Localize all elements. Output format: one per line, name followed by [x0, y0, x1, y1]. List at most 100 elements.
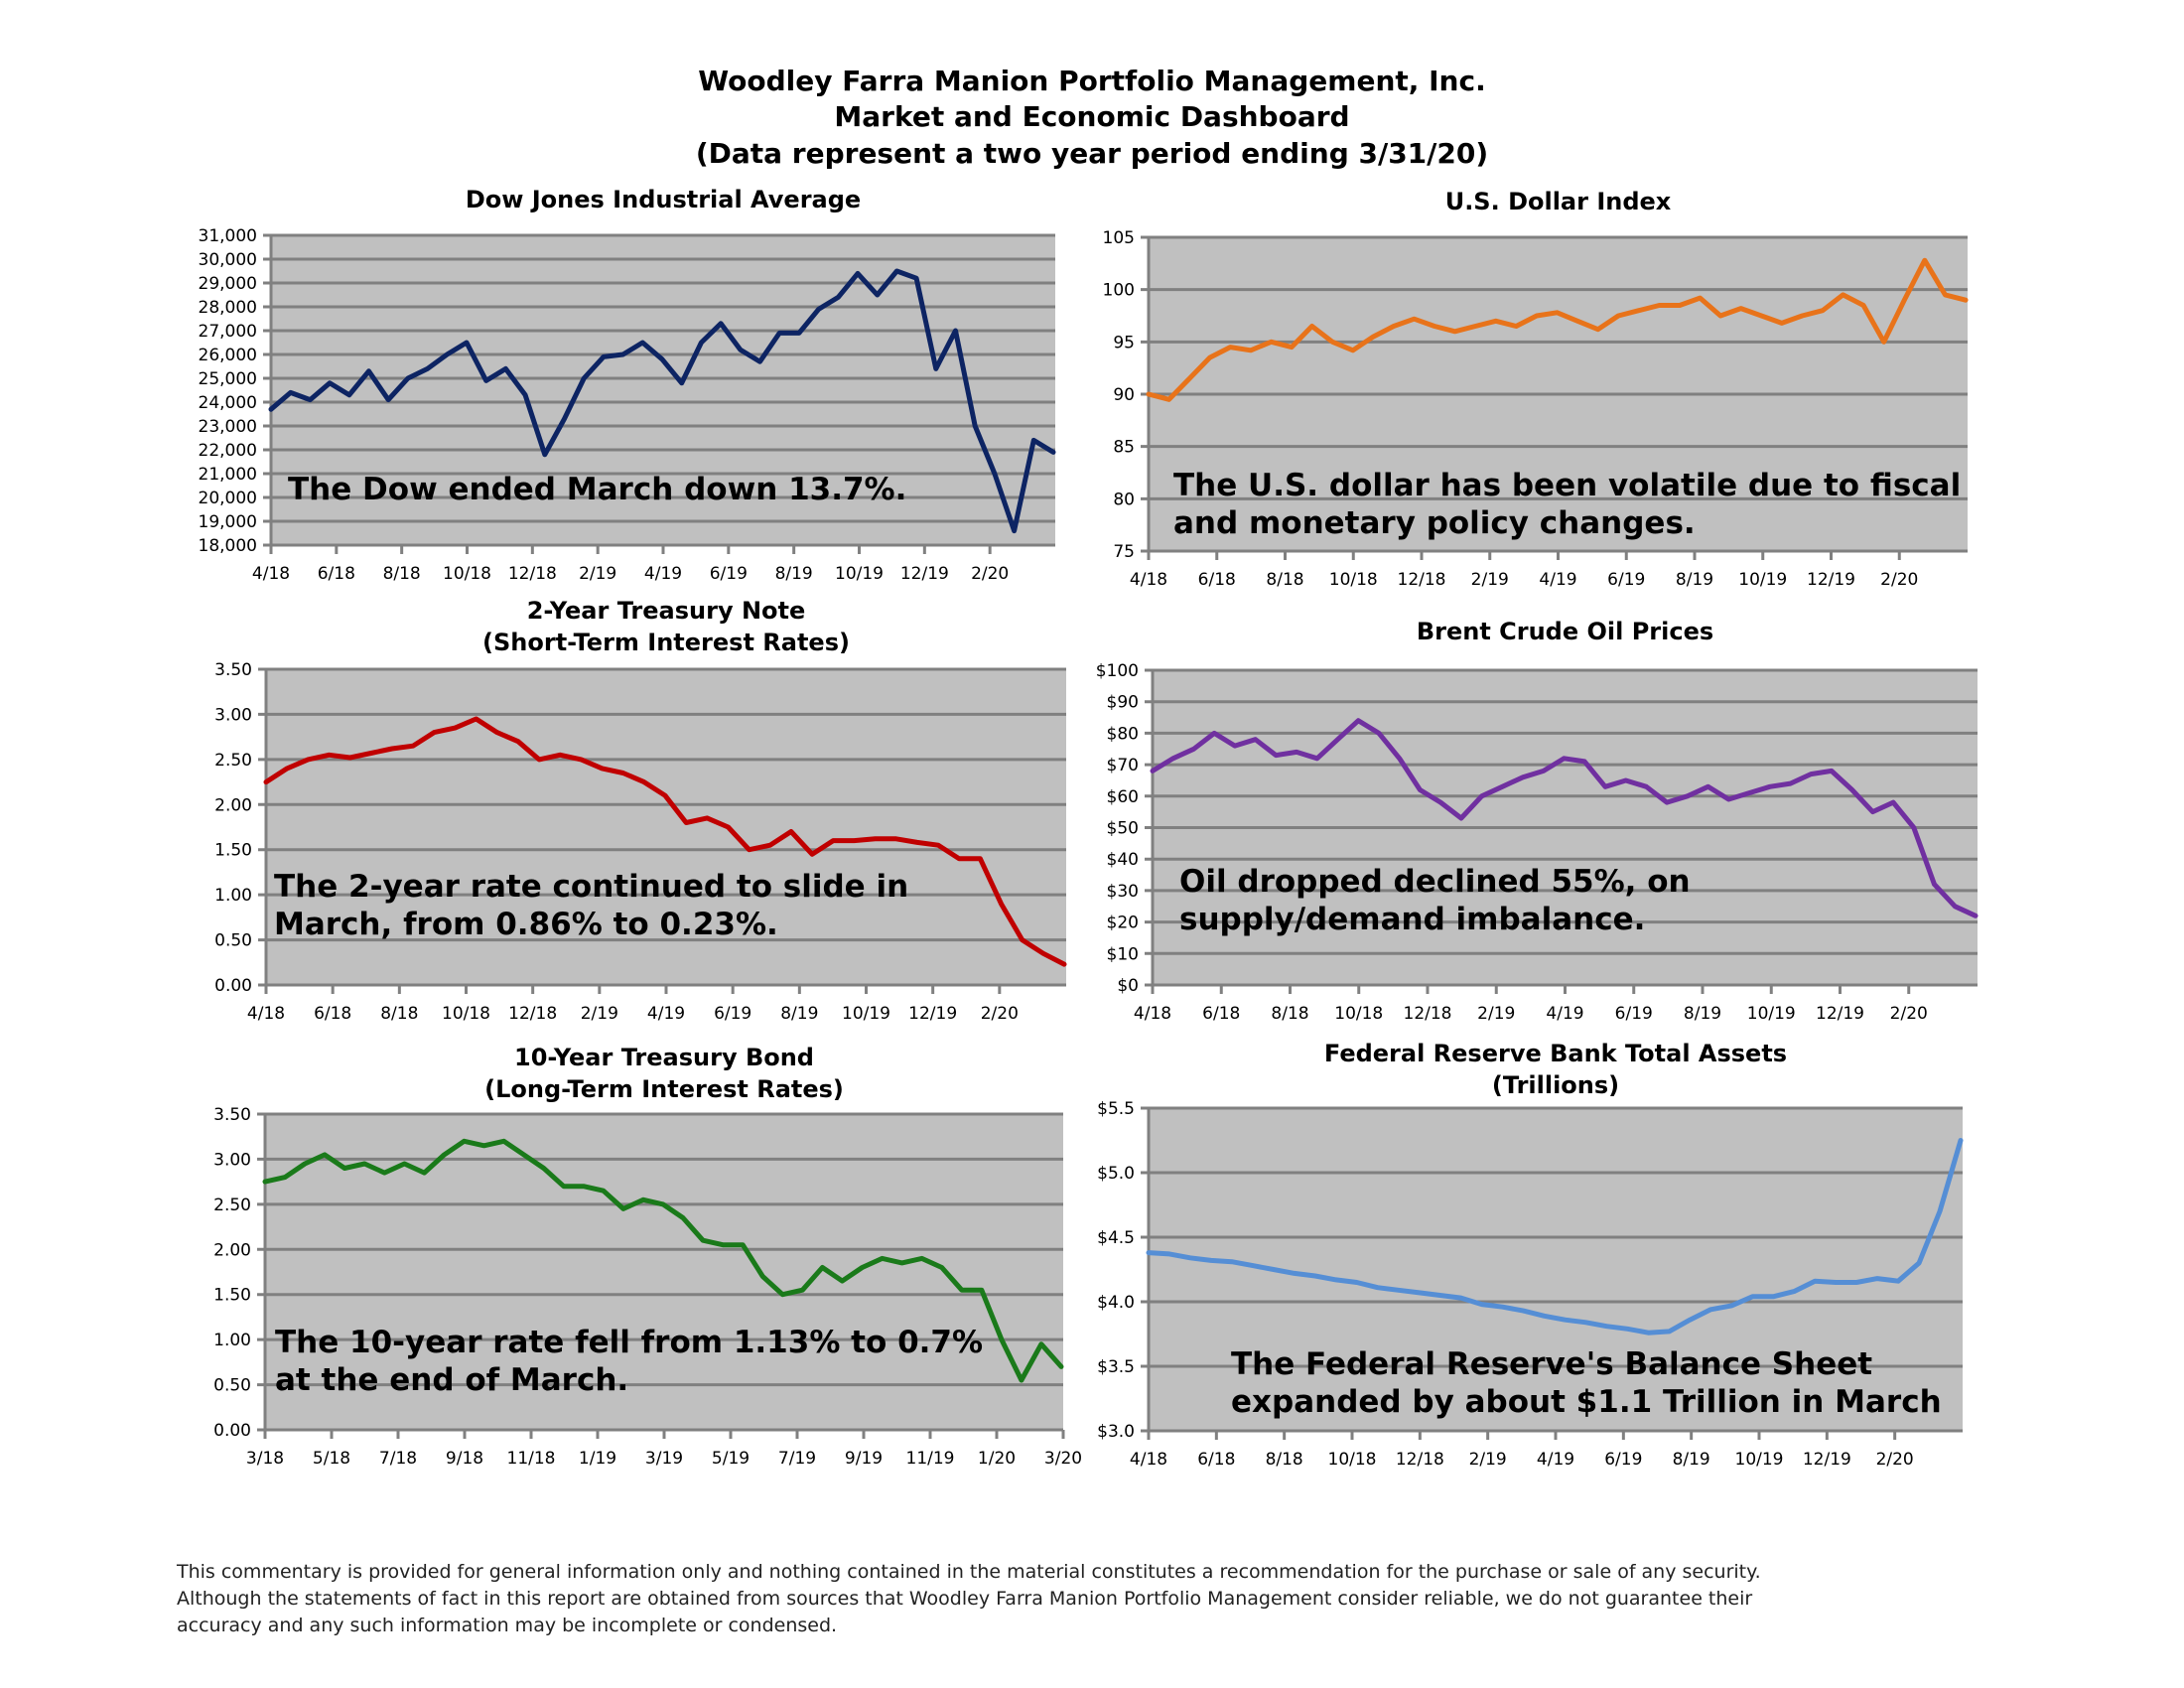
brent-x-tick-label: 2/19	[1477, 1004, 1515, 1024]
dow-plot-area	[271, 235, 1055, 545]
two-year-x-tick-label: 8/18	[380, 1004, 418, 1024]
usd-chart-title: U.S. Dollar Index	[1444, 188, 1672, 215]
brent-chart: $0 $10 $20 $30 $40 $50 $60 $70 $80 $90 $100 4/18 6/1…	[1096, 661, 1979, 1024]
two-year-x-tick-label: 10/18	[442, 1004, 490, 1024]
ten-year-y-tick-label: 2.50	[213, 1196, 251, 1215]
fed-y-tick-label: $4.5	[1097, 1228, 1135, 1248]
brent-x-tick-label: 8/19	[1684, 1004, 1721, 1024]
brent-y-tick-label: $100	[1096, 661, 1139, 681]
dow-y-tick-label: 30,000	[199, 250, 257, 270]
report-company-title: Woodley Farra Manion Portfolio Managemen…	[698, 65, 1486, 97]
two-year-x-tick-label: 2/19	[581, 1004, 618, 1024]
usd-x-tick-label: 2/19	[1471, 570, 1509, 590]
usd-x-tick-label: 6/19	[1607, 570, 1645, 590]
usd-x-tick-label: 10/18	[1329, 570, 1378, 590]
ten-year-x-tick-label: 5/19	[712, 1449, 750, 1469]
brent-y-tick-label: $10	[1107, 944, 1139, 964]
ten-year-x-tick-label: 9/19	[845, 1449, 883, 1469]
usd-x-tick-label: 12/18	[1398, 570, 1446, 590]
brent-x-tick-label: 2/20	[1890, 1004, 1928, 1024]
dow-annotation: The Dow ended March down 13.7%.	[288, 472, 906, 507]
fed-y-tick-label: $3.0	[1097, 1422, 1135, 1442]
ten-year-x-tick-label: 3/20	[1044, 1449, 1082, 1469]
usd-x-tick-label: 8/18	[1266, 570, 1303, 590]
two-year-y-tick-label: 1.00	[214, 886, 252, 906]
ten-year-x-tick-label: 3/19	[645, 1449, 683, 1469]
dow-x-tick-label: 2/19	[579, 564, 616, 584]
dow-x-tick-label: 2/20	[971, 564, 1009, 584]
dow-x-tick-label: 12/19	[900, 564, 949, 584]
ten-year-y-tick-label: 1.50	[213, 1286, 251, 1306]
two-year-x-tick-label: 6/18	[314, 1004, 351, 1024]
disclaimer-line-2: Although the statements of fact in this …	[177, 1588, 1753, 1610]
dow-chart: 18,000 19,000 20,000 21,000 22,000 23,000 24,0…	[199, 226, 1056, 584]
brent-x-tick-label: 12/19	[1816, 1004, 1864, 1024]
fed-chart: $3.0 $3.5 $4.0 $4.5 $5.0 $5.5 4/18 6/18 8/18 10/1…	[1097, 1099, 1964, 1470]
ten-year-x-tick-label: 7/19	[778, 1449, 816, 1469]
ten-year-y-tick-label: 0.00	[213, 1421, 251, 1441]
two-year-x-tick-label: 4/18	[247, 1004, 285, 1024]
ten-year-y-tick-label: 0.50	[213, 1376, 251, 1396]
brent-y-tick-label: $60	[1107, 787, 1139, 807]
two-year-annotation: The 2-year rate continued to slide in	[274, 869, 908, 905]
usd-x-tick-label: 6/18	[1198, 570, 1236, 590]
dow-y-tick-label: 18,000	[199, 536, 257, 556]
two-year-annotation: March, from 0.86% to 0.23%.	[274, 907, 778, 942]
ten-year-y-tick-label: 2.00	[213, 1240, 251, 1260]
two-year-y-tick-label: 1.50	[214, 841, 252, 861]
fed-x-tick-label: 2/19	[1469, 1450, 1507, 1470]
brent-x-tick-label: 10/19	[1747, 1004, 1796, 1024]
brent-x-tick-label: 12/18	[1404, 1004, 1452, 1024]
brent-y-tick-label: $50	[1107, 819, 1139, 839]
brent-annotation: supply/demand imbalance.	[1179, 902, 1645, 937]
brent-x-tick-label: 4/18	[1134, 1004, 1171, 1024]
dow-y-tick-label: 22,000	[199, 441, 257, 461]
fed-annotation: The Federal Reserve's Balance Sheet	[1231, 1346, 1872, 1382]
fed-y-tick-label: $4.0	[1097, 1293, 1135, 1313]
ten-year-chart: 0.00 0.50 1.00 1.50 2.00 2.50 3.00 3.50 3/18 5/18…	[213, 1105, 1082, 1469]
two-year-x-tick-label: 12/18	[508, 1004, 557, 1024]
ten-year-chart-subtitle: (Long-Term Interest Rates)	[484, 1075, 844, 1103]
disclaimer-line-1: This commentary is provided for general …	[177, 1561, 1761, 1583]
two-year-x-tick-label: 8/19	[780, 1004, 818, 1024]
fed-x-tick-label: 6/18	[1197, 1450, 1235, 1470]
usd-chart: 75 80 85 90 95 100 105 4/18 6/18 8/18 10/18 12/18 2/…	[1103, 228, 1969, 590]
usd-y-tick-label: 75	[1113, 542, 1135, 562]
dow-y-tick-label: 20,000	[199, 489, 257, 508]
ten-year-y-tick-label: 3.00	[213, 1150, 251, 1170]
fed-x-tick-label: 12/19	[1803, 1450, 1851, 1470]
fed-x-tick-label: 12/18	[1396, 1450, 1444, 1470]
fed-x-tick-label: 4/19	[1537, 1450, 1574, 1470]
usd-y-tick-label: 105	[1103, 228, 1135, 248]
brent-chart-title: Brent Crude Oil Prices	[1416, 618, 1714, 645]
dow-x-tick-label: 4/19	[644, 564, 682, 584]
fed-series-line	[1146, 1138, 1964, 1336]
dow-y-tick-label: 19,000	[199, 512, 257, 532]
disclaimer: This commentary is provided for general …	[177, 1559, 2063, 1639]
two-year-chart-title: 2-Year Treasury Note	[526, 597, 806, 625]
two-year-y-tick-label: 3.50	[214, 660, 252, 680]
ten-year-x-tick-label: 5/18	[313, 1449, 350, 1469]
usd-x-tick-label: 4/19	[1539, 570, 1576, 590]
two-year-series-line	[263, 716, 1067, 967]
two-year-y-tick-label: 3.00	[214, 705, 252, 725]
disclaimer-line-3: accuracy and any such information may be…	[177, 1615, 838, 1636]
dow-x-tick-label: 8/19	[775, 564, 813, 584]
brent-y-tick-label: $80	[1107, 724, 1139, 744]
ten-year-series-line	[262, 1138, 1064, 1383]
fed-y-tick-label: $5.5	[1097, 1099, 1135, 1119]
ten-year-annotation: at the end of March.	[275, 1362, 628, 1398]
report-dashboard-title: Market and Economic Dashboard	[834, 100, 1350, 133]
brent-x-tick-label: 8/18	[1271, 1004, 1308, 1024]
usd-y-tick-label: 80	[1113, 490, 1135, 509]
brent-y-tick-label: $40	[1107, 850, 1139, 870]
dow-y-tick-label: 29,000	[199, 274, 257, 294]
dow-x-tick-label: 12/18	[508, 564, 557, 584]
brent-series-line	[1150, 718, 1979, 918]
fed-x-tick-label: 10/18	[1328, 1450, 1377, 1470]
dow-y-tick-label: 23,000	[199, 417, 257, 437]
fed-x-tick-label: 4/18	[1130, 1450, 1167, 1470]
usd-annotation: The U.S. dollar has been volatile due to…	[1173, 468, 1961, 503]
two-year-y-tick-label: 0.50	[214, 931, 252, 951]
